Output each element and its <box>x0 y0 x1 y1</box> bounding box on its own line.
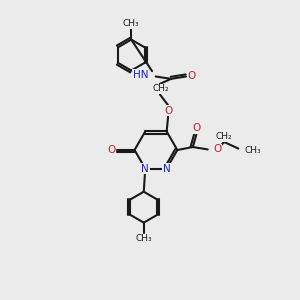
Text: N: N <box>141 164 149 173</box>
Text: HN: HN <box>133 70 148 80</box>
Text: N: N <box>163 164 170 173</box>
Text: O: O <box>192 123 200 133</box>
Text: O: O <box>188 71 196 82</box>
Text: CH₂: CH₂ <box>215 132 232 141</box>
Text: O: O <box>164 106 172 116</box>
Text: O: O <box>213 144 221 154</box>
Text: CH₃: CH₃ <box>135 235 152 244</box>
Text: CH₃: CH₃ <box>245 146 261 154</box>
Text: O: O <box>107 145 116 155</box>
Text: CH₂: CH₂ <box>153 85 169 94</box>
Text: CH₃: CH₃ <box>123 19 140 28</box>
